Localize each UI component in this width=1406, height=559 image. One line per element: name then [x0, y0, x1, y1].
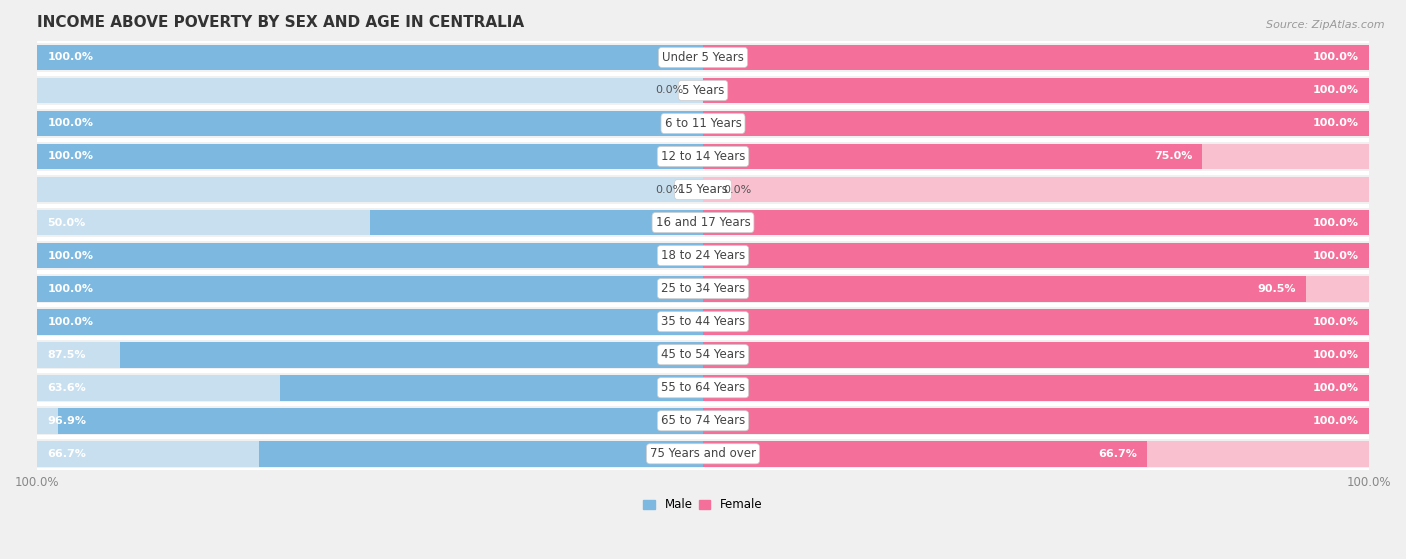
Text: 35 to 44 Years: 35 to 44 Years	[661, 315, 745, 328]
Bar	[703, 45, 1369, 70]
Bar	[703, 342, 1369, 368]
Bar	[37, 210, 703, 235]
Bar	[703, 144, 1369, 169]
Text: 100.0%: 100.0%	[1313, 86, 1358, 96]
Text: 87.5%: 87.5%	[48, 350, 86, 359]
Bar	[703, 375, 1369, 401]
Bar	[37, 309, 703, 334]
Bar	[703, 441, 1369, 467]
Text: 15 Years: 15 Years	[678, 183, 728, 196]
Bar	[703, 111, 1369, 136]
Text: 25 to 34 Years: 25 to 34 Years	[661, 282, 745, 295]
Bar	[37, 309, 703, 334]
Text: 100.0%: 100.0%	[1313, 316, 1358, 326]
Text: Under 5 Years: Under 5 Years	[662, 51, 744, 64]
Bar	[37, 243, 703, 268]
Text: 50.0%: 50.0%	[48, 217, 86, 228]
Bar	[121, 342, 703, 368]
Text: 0.0%: 0.0%	[723, 184, 751, 195]
Bar	[703, 408, 1369, 434]
Text: 65 to 74 Years: 65 to 74 Years	[661, 414, 745, 427]
Bar	[703, 309, 1369, 334]
Bar	[703, 342, 1369, 368]
Bar	[37, 375, 703, 401]
Bar	[703, 276, 1369, 301]
Text: 96.9%: 96.9%	[48, 416, 86, 426]
Text: 90.5%: 90.5%	[1257, 283, 1295, 293]
Legend: Male, Female: Male, Female	[638, 494, 768, 516]
Bar	[37, 144, 703, 169]
Text: INCOME ABOVE POVERTY BY SEX AND AGE IN CENTRALIA: INCOME ABOVE POVERTY BY SEX AND AGE IN C…	[37, 15, 524, 30]
Text: 100.0%: 100.0%	[48, 151, 93, 162]
Bar	[703, 243, 1369, 268]
Bar	[37, 408, 703, 434]
Text: 100.0%: 100.0%	[48, 283, 93, 293]
Bar	[703, 408, 1369, 434]
Text: 45 to 54 Years: 45 to 54 Years	[661, 348, 745, 361]
Text: 75 Years and over: 75 Years and over	[650, 447, 756, 460]
Bar	[703, 78, 1369, 103]
Bar	[58, 408, 703, 434]
Text: 63.6%: 63.6%	[48, 383, 86, 393]
Bar	[37, 276, 703, 301]
Text: 100.0%: 100.0%	[1313, 250, 1358, 260]
Bar	[37, 45, 703, 70]
Bar	[37, 111, 703, 136]
Bar	[259, 441, 703, 467]
Text: 75.0%: 75.0%	[1154, 151, 1192, 162]
Bar	[280, 375, 703, 401]
Bar	[37, 276, 703, 301]
Text: 66.7%: 66.7%	[48, 449, 86, 459]
Text: 100.0%: 100.0%	[48, 250, 93, 260]
Text: 100.0%: 100.0%	[48, 316, 93, 326]
Bar	[37, 111, 703, 136]
Text: 100.0%: 100.0%	[48, 53, 93, 63]
Text: 0.0%: 0.0%	[655, 184, 683, 195]
Bar	[703, 45, 1369, 70]
Bar	[37, 243, 703, 268]
Bar	[703, 309, 1369, 334]
Text: 100.0%: 100.0%	[48, 119, 93, 129]
Bar	[703, 375, 1369, 401]
Bar	[703, 243, 1369, 268]
Text: 66.7%: 66.7%	[1098, 449, 1137, 459]
Text: 100.0%: 100.0%	[1313, 383, 1358, 393]
Bar	[703, 78, 1369, 103]
Bar	[703, 144, 1202, 169]
Text: 18 to 24 Years: 18 to 24 Years	[661, 249, 745, 262]
Bar	[703, 441, 1147, 467]
Bar	[37, 45, 703, 70]
Bar	[37, 177, 703, 202]
Bar	[703, 210, 1369, 235]
Text: 5 Years: 5 Years	[682, 84, 724, 97]
Text: 100.0%: 100.0%	[1313, 119, 1358, 129]
Text: 100.0%: 100.0%	[1313, 416, 1358, 426]
Text: 100.0%: 100.0%	[1313, 53, 1358, 63]
Text: 100.0%: 100.0%	[1313, 217, 1358, 228]
Bar	[703, 177, 1369, 202]
Text: 100.0%: 100.0%	[1313, 350, 1358, 359]
Bar	[37, 78, 703, 103]
Bar	[703, 210, 1369, 235]
Text: 6 to 11 Years: 6 to 11 Years	[665, 117, 741, 130]
Text: 55 to 64 Years: 55 to 64 Years	[661, 381, 745, 394]
Bar	[37, 441, 703, 467]
Bar	[37, 144, 703, 169]
Bar	[703, 276, 1306, 301]
Bar	[37, 342, 703, 368]
Text: 12 to 14 Years: 12 to 14 Years	[661, 150, 745, 163]
Text: 16 and 17 Years: 16 and 17 Years	[655, 216, 751, 229]
Text: 0.0%: 0.0%	[655, 86, 683, 96]
Bar	[370, 210, 703, 235]
Bar	[703, 111, 1369, 136]
Text: Source: ZipAtlas.com: Source: ZipAtlas.com	[1267, 20, 1385, 30]
